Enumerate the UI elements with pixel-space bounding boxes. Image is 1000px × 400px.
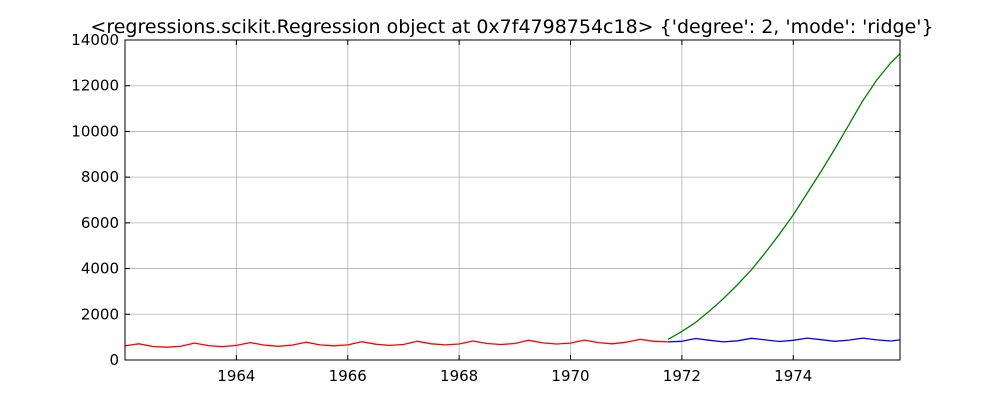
x-tick-label: 1974 (774, 367, 812, 385)
plot-frame (124, 39, 901, 361)
x-tick-label: 1968 (440, 367, 478, 385)
x-tick-label: 1964 (217, 367, 255, 385)
x-tick-label: 1966 (329, 367, 367, 385)
y-tick-label: 8000 (81, 168, 119, 186)
y-tick-label: 4000 (81, 260, 119, 278)
chart-title: <regressions.scikit.Regression object at… (90, 16, 933, 38)
y-tick-label: 10000 (71, 122, 119, 140)
series-layer (124, 53, 901, 348)
y-tick-label: 12000 (71, 77, 119, 95)
x-tick-label: 1970 (551, 367, 589, 385)
y-tick-label: 14000 (71, 31, 119, 49)
y-tick-label: 0 (109, 351, 119, 369)
y-tick-label: 6000 (81, 214, 119, 232)
series-line-2 (667, 337, 901, 343)
x-axis: 1964 1966 1968 1970 1972 1974 (217, 40, 812, 385)
y-axis: 0 2000 4000 6000 8000 10000 12000 14000 (71, 31, 900, 369)
series-line-3 (667, 53, 901, 340)
series-line-1 (124, 338, 669, 348)
x-tick-label: 1972 (663, 367, 701, 385)
grid (125, 40, 900, 360)
y-tick-label: 2000 (81, 305, 119, 323)
